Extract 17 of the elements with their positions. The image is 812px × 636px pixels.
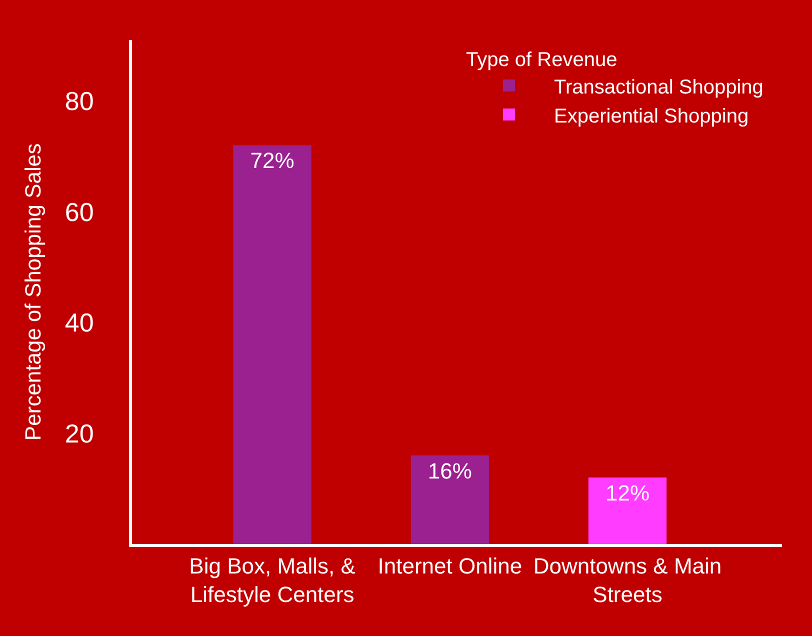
data-label: 72% (250, 148, 294, 174)
data-label: 16% (428, 458, 472, 484)
bar (233, 145, 312, 544)
x-tick-label: Downtowns & Main Streets (533, 553, 722, 607)
y-tick-label: 60 (64, 196, 94, 227)
bar (588, 478, 667, 544)
legend-label: Experiential Shopping (554, 105, 749, 128)
legend-title: Type of Revenue (466, 49, 618, 71)
y-tick-label: 20 (64, 418, 94, 448)
y-tick-label: 40 (64, 308, 94, 338)
bar (410, 455, 489, 544)
y-axis-title: Percentage of Shopping Sales (20, 143, 46, 441)
data-label: 12% (605, 480, 650, 506)
legend-label: Transactional Shopping (554, 76, 764, 98)
y-tick-label: 80 (64, 86, 94, 116)
x-tick-label: Internet Online (378, 553, 522, 578)
x-tick-label: Big Box, Malls, & Lifestyle Centers (189, 553, 356, 607)
